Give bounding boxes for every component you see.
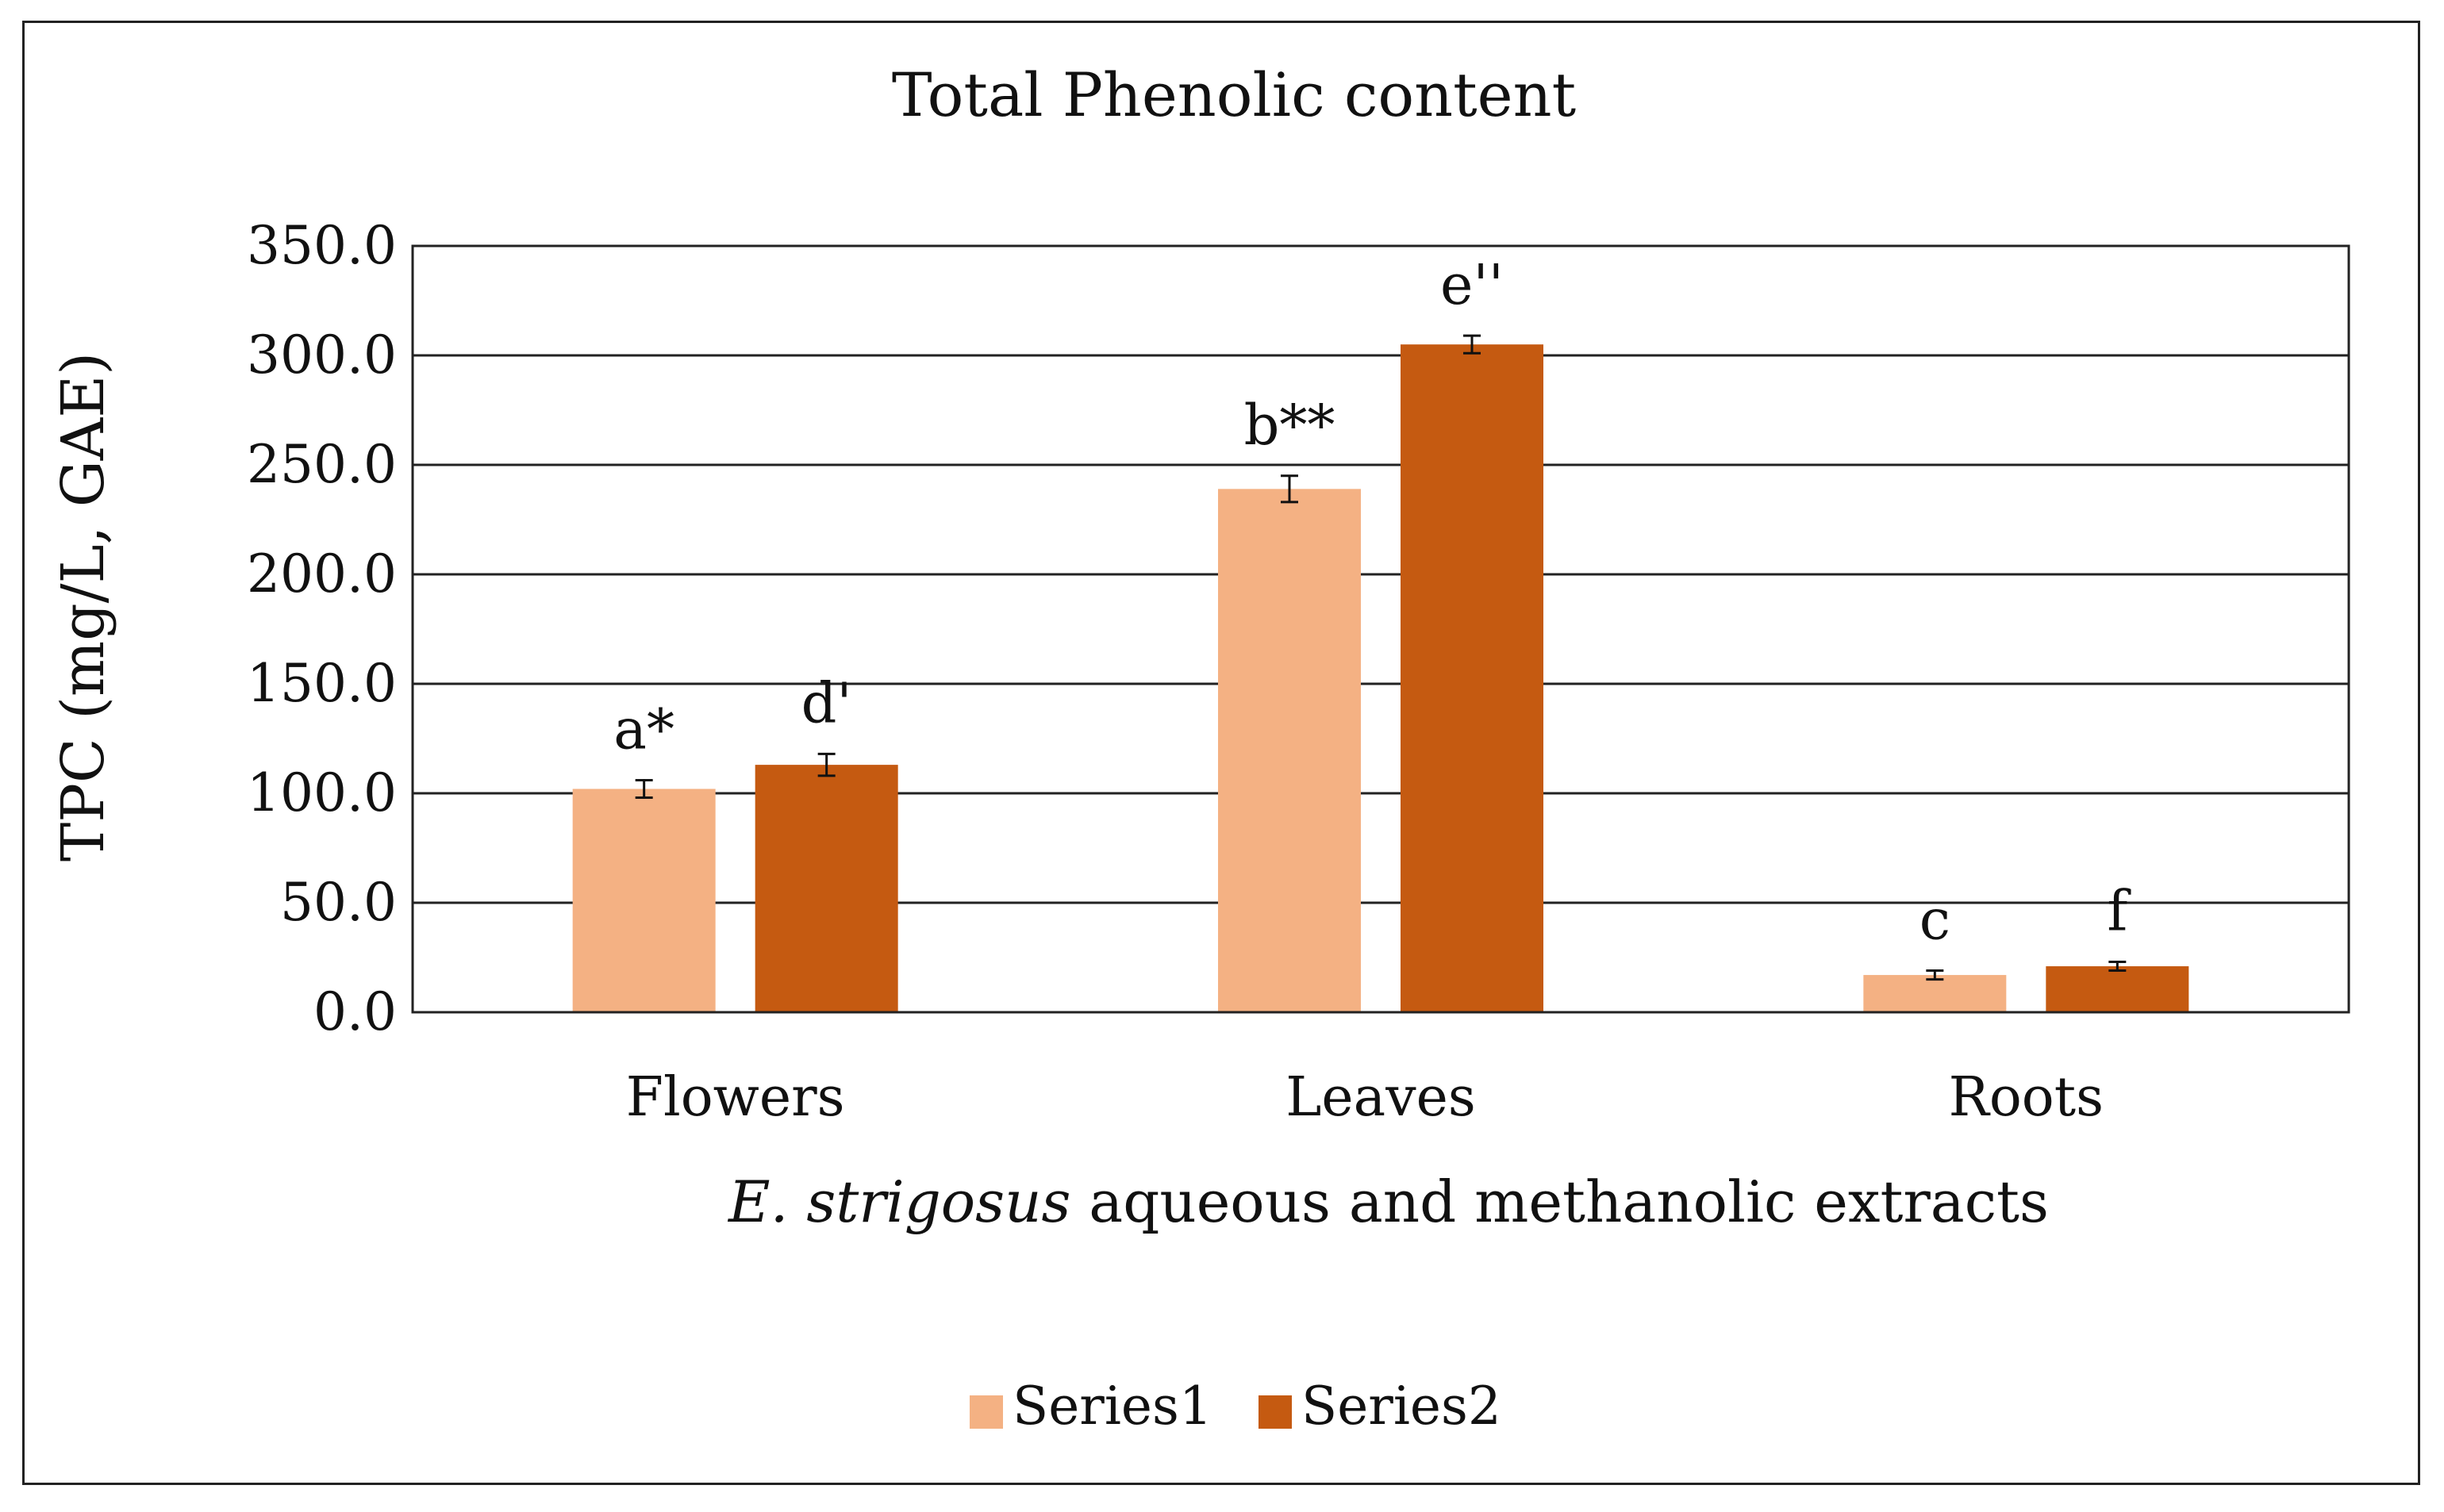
bars bbox=[572, 334, 2189, 1012]
bar-annotation: a* bbox=[613, 697, 674, 762]
bar-annotation: e'' bbox=[1440, 252, 1504, 317]
chart-title: Total Phenolic content bbox=[892, 59, 1576, 130]
bar-annotation: c bbox=[1919, 888, 1950, 953]
y-tick-label: 350.0 bbox=[247, 215, 397, 276]
y-tick-label: 300.0 bbox=[247, 324, 397, 386]
bar bbox=[1863, 975, 2007, 1012]
bar bbox=[2046, 966, 2189, 1012]
y-tick-label: 150.0 bbox=[247, 653, 397, 714]
y-tick-label: 50.0 bbox=[280, 872, 397, 933]
x-category-label: Leaves bbox=[1285, 1066, 1476, 1129]
bar-annotation: f bbox=[2107, 879, 2131, 944]
legend: Series1 Series2 bbox=[970, 1376, 1501, 1437]
bar bbox=[755, 765, 898, 1012]
y-tick-label: 200.0 bbox=[247, 543, 397, 604]
legend-label: Series1 bbox=[1013, 1376, 1212, 1437]
bar bbox=[572, 789, 716, 1012]
chart-frame bbox=[22, 21, 2420, 1485]
x-category-label: Roots bbox=[1949, 1066, 2104, 1129]
legend-label: Series2 bbox=[1301, 1376, 1501, 1437]
bar-annotations: a* d' b** e'' c f bbox=[613, 252, 2131, 952]
y-tick-labels: 0.0 50.0 100.0 150.0 200.0 250.0 300.0 350.0 bbox=[247, 215, 397, 1042]
y-tick-label: 250.0 bbox=[247, 434, 397, 495]
bar-annotation: d' bbox=[801, 670, 852, 735]
y-axis-label: TPC (mg/L, GAE) bbox=[49, 352, 117, 862]
y-tick-label: 0.0 bbox=[313, 981, 397, 1042]
legend-swatch bbox=[970, 1395, 1003, 1429]
bar bbox=[1401, 344, 1543, 1012]
y-tick-label: 100.0 bbox=[247, 762, 397, 823]
legend-swatch bbox=[1259, 1395, 1292, 1429]
x-category-label: Flowers bbox=[626, 1066, 845, 1129]
plot-area-border bbox=[411, 244, 2350, 1014]
x-axis-label: E. strigosus aqueous and methanolic extr… bbox=[727, 1169, 2049, 1235]
bar bbox=[1218, 489, 1361, 1012]
x-axis-label-rest: aqueous and methanolic extracts bbox=[1070, 1169, 2049, 1235]
bar-annotation: b** bbox=[1244, 393, 1335, 458]
x-category-labels: Flowers Leaves Roots bbox=[626, 1066, 2104, 1129]
x-axis-label-species: E. strigosus bbox=[727, 1169, 1070, 1235]
